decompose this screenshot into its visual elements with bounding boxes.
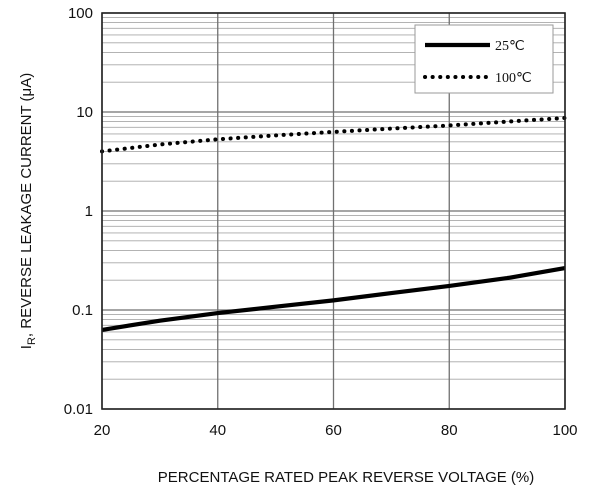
x-tick-labels: 20 40 60 80 100 bbox=[94, 422, 578, 439]
series-line-1 bbox=[100, 116, 567, 154]
y-tick-label: 100 bbox=[68, 5, 93, 22]
x-tick-label: 100 bbox=[552, 422, 577, 439]
legend-box bbox=[414, 24, 554, 94]
y-tick-labels: 0.01 0.1 1 10 100 bbox=[64, 5, 93, 418]
y-tick-label: 0.01 bbox=[64, 401, 93, 418]
y-axis-title-main: I bbox=[18, 345, 35, 349]
x-tick-label: 40 bbox=[209, 422, 226, 439]
legend-label-100c: 100℃ bbox=[495, 71, 532, 86]
legend-label-25c: 25℃ bbox=[495, 39, 525, 54]
series-line-0 bbox=[101, 266, 566, 332]
y-axis-title-subscript: R bbox=[26, 337, 38, 345]
plot-frame bbox=[101, 12, 566, 410]
y-axis-title: IR, REVERSE LEAKAGE CURRENT (μA) bbox=[18, 73, 38, 349]
y-tick-label: 10 bbox=[76, 104, 93, 121]
y-axis-title-rest: , REVERSE LEAKAGE CURRENT (μA) bbox=[18, 73, 35, 337]
legend: 25℃ 100℃ bbox=[414, 24, 554, 94]
x-tick-label: 60 bbox=[325, 422, 342, 439]
y-tick-label: 0.1 bbox=[72, 302, 93, 319]
x-tick-label: 80 bbox=[441, 422, 458, 439]
x-tick-label: 20 bbox=[94, 422, 111, 439]
x-axis-title: PERCENTAGE RATED PEAK REVERSE VOLTAGE (%… bbox=[158, 469, 534, 486]
y-tick-label: 1 bbox=[85, 203, 93, 220]
series-layer bbox=[100, 116, 567, 332]
